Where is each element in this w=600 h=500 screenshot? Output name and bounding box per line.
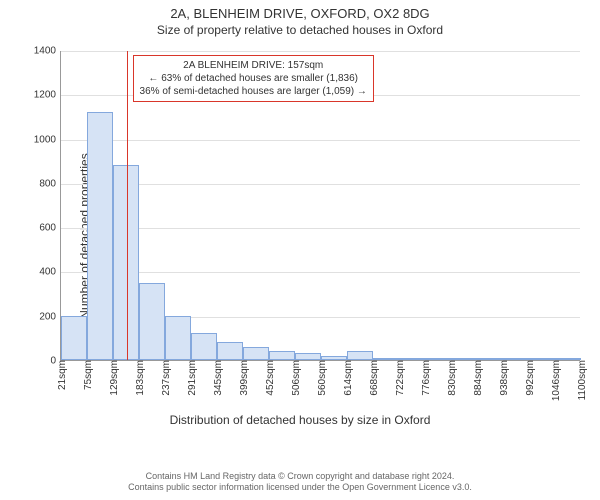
x-tick-label: 938sqm: [496, 360, 510, 396]
gridline: [61, 51, 580, 52]
histogram-bar: [243, 347, 269, 360]
histogram-bar: [217, 342, 243, 360]
histogram-bar: [87, 112, 113, 360]
y-tick-label: 1000: [34, 134, 61, 145]
x-tick-label: 668sqm: [366, 360, 380, 396]
histogram-bar: [269, 351, 295, 360]
x-tick-label: 345sqm: [210, 360, 224, 396]
y-tick-label: 800: [39, 178, 61, 189]
x-axis-label: Distribution of detached houses by size …: [0, 413, 600, 427]
annotation-line: 36% of semi-detached houses are larger (…: [140, 85, 367, 98]
x-tick-label: 291sqm: [184, 360, 198, 396]
footer-line-1: Contains HM Land Registry data © Crown c…: [0, 471, 600, 483]
marker-line: [127, 51, 128, 360]
x-tick-label: 992sqm: [522, 360, 536, 396]
annotation-line: 2A BLENHEIM DRIVE: 157sqm: [140, 59, 367, 72]
y-tick-label: 600: [39, 223, 61, 234]
histogram-bar: [165, 316, 191, 360]
gridline: [61, 140, 580, 141]
chart-title: 2A, BLENHEIM DRIVE, OXFORD, OX2 8DG: [0, 0, 600, 21]
x-tick-label: 1100sqm: [574, 360, 588, 400]
plot-area: 020040060080010001200140021sqm75sqm129sq…: [60, 51, 580, 361]
chart-subtitle: Size of property relative to detached ho…: [0, 21, 600, 41]
x-tick-label: 614sqm: [340, 360, 354, 396]
x-tick-label: 21sqm: [54, 360, 68, 390]
y-tick-label: 1400: [34, 46, 61, 57]
x-tick-label: 183sqm: [132, 360, 146, 396]
histogram-bar: [139, 283, 165, 361]
plot-wrap: Number of detached properties 0200400600…: [0, 41, 600, 431]
x-tick-label: 1046sqm: [548, 360, 562, 401]
histogram-bar: [61, 316, 87, 360]
x-tick-label: 237sqm: [158, 360, 172, 396]
annotation-box: 2A BLENHEIM DRIVE: 157sqm← 63% of detach…: [133, 55, 374, 102]
y-tick-label: 1200: [34, 90, 61, 101]
annotation-line: ← 63% of detached houses are smaller (1,…: [140, 72, 367, 85]
x-tick-label: 884sqm: [470, 360, 484, 396]
x-tick-label: 506sqm: [288, 360, 302, 396]
y-tick-label: 200: [39, 311, 61, 322]
x-tick-label: 776sqm: [418, 360, 432, 396]
x-tick-label: 560sqm: [314, 360, 328, 396]
footer: Contains HM Land Registry data © Crown c…: [0, 471, 600, 494]
y-tick-label: 400: [39, 267, 61, 278]
histogram-bar: [295, 353, 321, 360]
histogram-bar: [191, 333, 217, 360]
x-tick-label: 75sqm: [80, 360, 94, 390]
x-tick-label: 722sqm: [392, 360, 406, 396]
histogram-bar: [347, 351, 373, 360]
x-tick-label: 399sqm: [236, 360, 250, 396]
x-tick-label: 452sqm: [262, 360, 276, 396]
footer-line-2: Contains public sector information licen…: [0, 482, 600, 494]
x-tick-label: 129sqm: [106, 360, 120, 396]
x-tick-label: 830sqm: [444, 360, 458, 396]
